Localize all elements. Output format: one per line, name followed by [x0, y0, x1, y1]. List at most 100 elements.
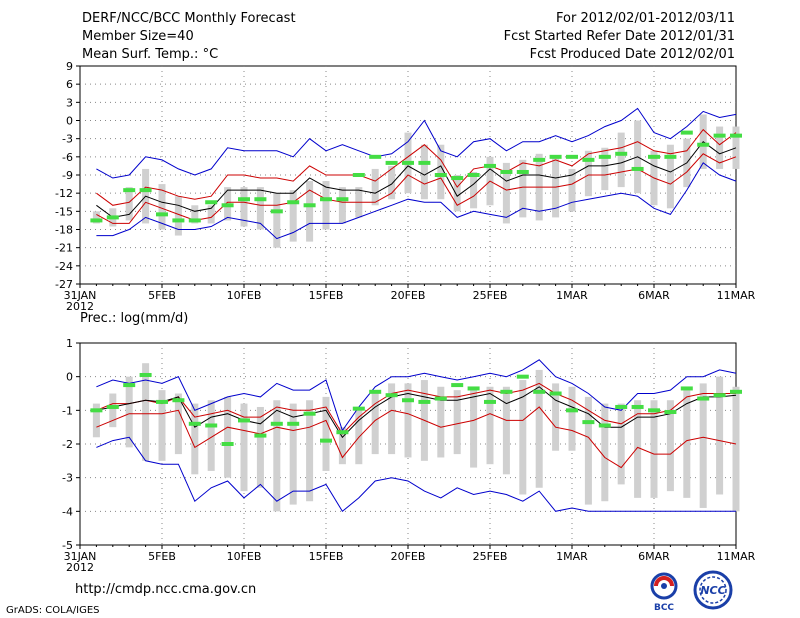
prec-spread-box	[224, 396, 232, 478]
prec-observed-mark	[631, 404, 644, 409]
temp-observed-mark	[352, 173, 365, 177]
prec-spread-box	[404, 383, 412, 458]
temp-spread-box	[240, 187, 248, 227]
prec-spread-box	[109, 393, 117, 428]
temp-observed-mark	[713, 133, 726, 138]
prec-xtick-label: 6MAR	[638, 550, 670, 563]
prec-observed-mark	[123, 383, 136, 388]
prec-observed-mark	[664, 410, 677, 415]
ncc-logo-text: NCC	[700, 584, 725, 597]
temp-ytick-label: -18	[55, 224, 73, 237]
bcc-logo: BCC	[650, 572, 678, 612]
temp-spread-box	[453, 175, 461, 212]
temp-observed-mark	[156, 212, 168, 217]
temp-upper-line	[96, 128, 737, 206]
prec-observed-mark	[221, 442, 234, 446]
prec-observed-mark	[533, 389, 546, 394]
temp-spread-box	[388, 165, 396, 200]
prec-observed-mark	[484, 399, 496, 404]
temp-observed-mark	[451, 176, 464, 181]
prec-spread-box	[502, 386, 510, 475]
forecast-started-date: Fcst Started Refer Date 2012/01/31	[503, 29, 735, 44]
temp-ytick-label: 0	[66, 115, 73, 128]
prec-spread-box	[240, 403, 248, 492]
prec-xtick-label: 1MAR	[556, 550, 588, 563]
prec-spread-box	[92, 403, 100, 438]
temp-observed-mark	[205, 200, 218, 205]
member-size: Member Size=40	[82, 29, 194, 44]
prec-spread-box	[437, 386, 445, 458]
temp-spread-box	[666, 144, 674, 209]
prec-spread-box	[273, 400, 281, 512]
prec-spread-box	[601, 403, 609, 502]
temp-ytick-label: -15	[55, 205, 73, 218]
temp-ytick-label: 9	[66, 60, 73, 73]
prec-ytick-label: -5	[62, 539, 73, 552]
prec-observed-mark	[730, 389, 742, 394]
temp-xtick-label: 15FEB	[309, 289, 344, 302]
temp-xtick-label: 11MAR	[717, 289, 756, 302]
temp-spread-box	[617, 132, 625, 188]
prec-ytick-label: -4	[62, 505, 73, 518]
temp-ytick-label: 6	[66, 78, 73, 91]
temp-spread-box	[716, 126, 724, 169]
prec-observed-mark	[270, 421, 283, 426]
precipitation-label: Prec.: log(mm/d)	[80, 311, 189, 326]
prec-xtick-label: 5FEB	[148, 550, 176, 563]
temp-observed-mark	[123, 188, 136, 193]
prec-spread-box	[256, 406, 264, 488]
temp-observed-mark	[516, 169, 529, 174]
temp-observed-mark	[254, 197, 267, 202]
temp-xtick-label: 10FEB	[227, 289, 262, 302]
prec-spread-box	[207, 400, 215, 471]
temp-lower-line	[96, 153, 737, 224]
prec-spread-box	[191, 403, 199, 475]
prec-observed-mark	[369, 389, 382, 394]
temp-observed-mark	[320, 197, 332, 202]
temp-observed-mark	[287, 200, 300, 205]
temp-spread-box	[568, 168, 576, 212]
prec-xtick-label: 15FEB	[309, 550, 344, 563]
temp-ytick-label: 3	[66, 96, 73, 109]
temp-observed-mark	[664, 154, 677, 159]
temp-observed-mark	[188, 218, 201, 223]
prec-spread-box	[289, 403, 297, 505]
prec-observed-mark	[500, 389, 513, 394]
temp-observed-mark	[484, 163, 496, 168]
temp-observed-mark	[221, 203, 234, 208]
temp-observed-mark	[238, 197, 250, 202]
prec-spread-box	[519, 380, 527, 495]
temp-observed-mark	[615, 151, 628, 156]
prec-spread-box	[142, 363, 150, 461]
prec-xtick-label: 20FEB	[391, 550, 426, 563]
temp-observed-mark	[533, 157, 546, 162]
prec-observed-mark	[238, 418, 250, 423]
prec-spread-box	[716, 376, 724, 495]
temp-spread-box	[256, 187, 264, 230]
prec-ytick-label: 0	[66, 371, 73, 384]
prec-observed-mark	[303, 411, 316, 416]
prec-observed-mark	[680, 386, 693, 391]
prec-spread-box	[584, 396, 592, 505]
prec-spread-box	[322, 396, 330, 471]
source-url[interactable]: http://cmdp.ncc.cma.gov.cn	[75, 582, 257, 597]
prec-ytick-label: 1	[66, 337, 73, 350]
prec-observed-mark	[106, 404, 119, 409]
temp-xtick-label: 1MAR	[556, 289, 588, 302]
prec-spread-box	[634, 400, 642, 498]
prec-observed-mark	[402, 398, 414, 403]
prec-observed-mark	[139, 372, 152, 377]
prec-spread-box	[650, 400, 658, 498]
prec-xtick-label: 11MAR	[717, 550, 756, 563]
temp-observed-mark	[566, 154, 578, 159]
temp-spread-box	[519, 159, 527, 218]
prec-observed-mark	[172, 398, 185, 403]
temp-spread-box	[174, 196, 182, 236]
temp-spread-box	[601, 147, 609, 191]
prec-spread-box	[470, 386, 478, 468]
prec-observed-mark	[582, 420, 595, 425]
temp-observed-mark	[369, 154, 382, 159]
temp-observed-mark	[467, 173, 480, 177]
prec-observed-mark	[713, 393, 726, 398]
